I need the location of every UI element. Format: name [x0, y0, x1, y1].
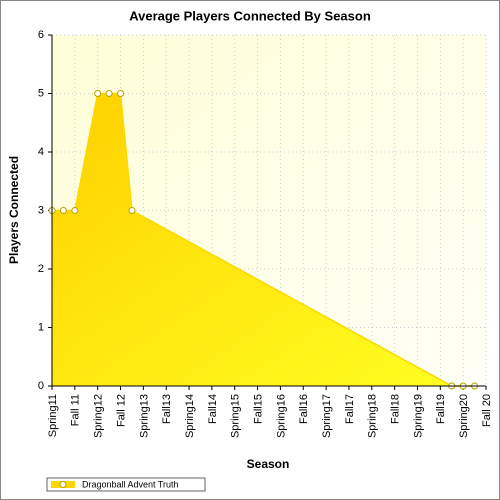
y-tick-label: 2	[38, 263, 44, 275]
x-tick-label: Fall15	[252, 394, 264, 424]
x-tick-label: Spring18	[367, 394, 379, 438]
y-tick-label: 1	[38, 321, 44, 333]
point	[117, 90, 125, 97]
y-axis-label: Players Connected	[7, 156, 21, 264]
x-tick-label: Fall18	[390, 394, 402, 424]
x-tick-label: Spring19	[412, 394, 424, 438]
point	[59, 207, 67, 214]
x-tick-label: Spring12	[93, 394, 105, 438]
x-tick-label: Spring14	[184, 394, 196, 438]
point	[94, 90, 102, 97]
x-tick-label: Spring20	[458, 394, 470, 438]
legend-label: Dragonball Advent Truth	[82, 479, 179, 489]
x-tick-label: Fall 11	[70, 394, 82, 426]
x-tick-label: Spring15	[230, 394, 242, 438]
x-tick-label: Spring11	[47, 394, 59, 437]
x-tick-label: Fall19	[435, 394, 447, 424]
x-tick-label: Fall 12	[115, 394, 127, 427]
legend-marker	[59, 481, 67, 488]
x-tick-label: Spring13	[138, 394, 150, 438]
x-tick-label: Fall 20	[481, 394, 493, 427]
y-tick-label: 4	[38, 146, 44, 158]
x-tick-label: Fall17	[344, 394, 356, 424]
x-tick-label: Fall13	[161, 394, 173, 424]
point	[128, 207, 136, 214]
y-tick-label: 5	[38, 87, 44, 99]
x-tick-label: Spring17	[321, 394, 333, 438]
x-tick-label: Spring16	[275, 394, 287, 438]
point	[105, 90, 113, 97]
chart-title: Average Players Connected By Season	[129, 8, 371, 23]
y-tick-label: 3	[38, 204, 44, 216]
legend-box	[46, 477, 206, 492]
x-axis-label: Season	[247, 457, 290, 471]
point	[71, 207, 79, 214]
area	[52, 93, 475, 386]
y-tick-label: 0	[38, 380, 44, 392]
x-tick-label: Fall16	[298, 394, 310, 424]
y-tick-label: 6	[38, 29, 44, 41]
x-tick-label: Fall14	[207, 394, 219, 424]
